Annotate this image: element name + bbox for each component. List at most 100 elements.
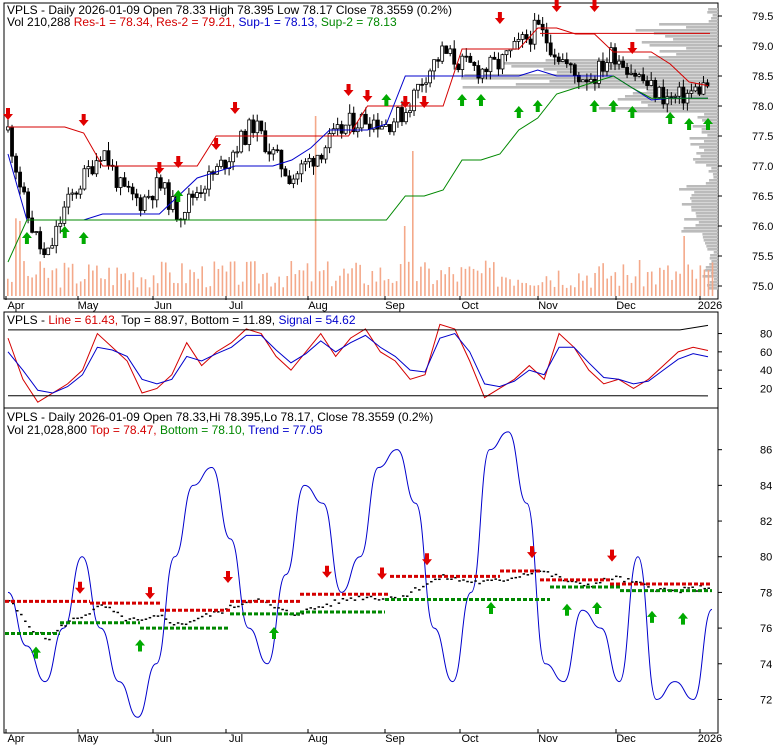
candle-body (126, 185, 131, 188)
volume-bar (533, 285, 536, 296)
vap-bar (692, 125, 718, 128)
price-header-1: VPLS - Daily 2026-01-09 Open 78.33 High … (7, 3, 452, 17)
candle-body (613, 47, 617, 65)
volume-bar (387, 278, 390, 296)
volume-bar (472, 268, 475, 296)
vap-bar (705, 182, 718, 185)
y-tick-label: 79.0 (752, 41, 773, 53)
vap-bar (689, 137, 718, 140)
vap-bar (691, 206, 718, 209)
volume-at-price-histogram (461, 8, 718, 290)
sell-arrow (3, 108, 13, 120)
volume-bar (274, 282, 276, 296)
price-dot (48, 638, 51, 641)
candle-body (536, 19, 541, 25)
price-dot (627, 578, 630, 580)
volume-bar (209, 286, 212, 296)
vap-bar (707, 248, 718, 251)
candle-body (637, 74, 642, 77)
price-dot (172, 623, 176, 626)
price-dot (703, 587, 706, 590)
price-dot (426, 583, 429, 585)
candle-body (106, 150, 111, 166)
y-tick-label: 82 (760, 516, 772, 528)
candle-body (66, 193, 71, 208)
volume-bar (164, 262, 167, 296)
price-dot (442, 574, 445, 576)
volume-bar (711, 262, 714, 296)
candle-body (597, 60, 601, 84)
price-dot (586, 583, 590, 586)
candlesticks (6, 13, 710, 258)
price-dot (534, 569, 538, 572)
vap-bar (691, 194, 718, 197)
candle-body (347, 112, 352, 126)
candle-body (243, 130, 248, 145)
price-dot (88, 613, 91, 615)
sell-arrow (551, 0, 562, 12)
sell-arrow (343, 84, 354, 96)
volume-bar (59, 287, 62, 296)
price-dot (313, 608, 317, 610)
volume-bar (201, 266, 203, 296)
candle-body (363, 113, 368, 125)
volume-bar (545, 276, 548, 296)
candle-body (166, 182, 171, 210)
vap-bar (673, 38, 718, 41)
trend-header-1: VPLS - Daily 2026-01-09 Open 78.33,Hi 78… (7, 410, 433, 424)
volume-bar (67, 267, 70, 296)
price-y-axis: 79.5 79.0 78.5 78.0 77.5 77.0 76.5 76.0 75.5 75.0 (718, 11, 773, 293)
volume-bar (314, 116, 317, 296)
volume-bar (703, 269, 706, 296)
volume-bar (521, 282, 523, 296)
volume-bar (468, 266, 471, 296)
price-dot (691, 586, 694, 588)
candle-body (50, 245, 55, 249)
price-dot (333, 599, 337, 601)
vap-bar (710, 272, 718, 275)
candle-body (452, 48, 457, 65)
volume-bar (331, 286, 333, 296)
price-dot (213, 611, 216, 613)
trend-header-2-part-3: Trend = 77.05 (248, 423, 323, 437)
price-dot (20, 613, 23, 616)
candle-body (576, 75, 581, 83)
price-dot (482, 580, 485, 582)
y-tick-label: 86 (760, 445, 772, 457)
candle-body (560, 59, 565, 62)
volume-bar (290, 261, 293, 296)
price-dot (32, 631, 35, 633)
candle-body (58, 222, 63, 227)
candle-body (488, 56, 493, 73)
volume-bar (294, 274, 297, 296)
candle-body (74, 192, 79, 195)
price-header-2-part-2: Res-2 = 79.21, (156, 15, 238, 29)
volume-bar (116, 267, 118, 296)
volume-bar (642, 286, 645, 296)
y-tick-label: 76.5 (752, 191, 773, 203)
volume-bar (181, 263, 183, 296)
price-dot (647, 586, 650, 588)
price-dot (434, 578, 437, 581)
candle-body (552, 54, 557, 58)
candle-body (689, 90, 694, 94)
trend-buy-arrow (647, 610, 657, 623)
trend-sell-arrow (377, 567, 387, 580)
stochastic-header-part-3: Bottom = 11.89, (191, 313, 279, 327)
candle-body (102, 150, 107, 161)
candle-body (219, 159, 223, 167)
volume-bar (375, 281, 378, 296)
vap-bar (690, 197, 718, 200)
volume-bar (610, 275, 613, 296)
candle-body (18, 171, 22, 188)
candle-body (408, 110, 412, 113)
trend-x-tick-label: May (78, 733, 99, 745)
price-dot (204, 613, 208, 615)
price-dot (510, 577, 513, 580)
vap-bar (702, 119, 718, 122)
volume-bar (177, 283, 179, 296)
volume-bar (302, 270, 305, 296)
price-dot (699, 584, 702, 587)
price-dot (671, 589, 674, 592)
volume-bar (513, 285, 515, 296)
